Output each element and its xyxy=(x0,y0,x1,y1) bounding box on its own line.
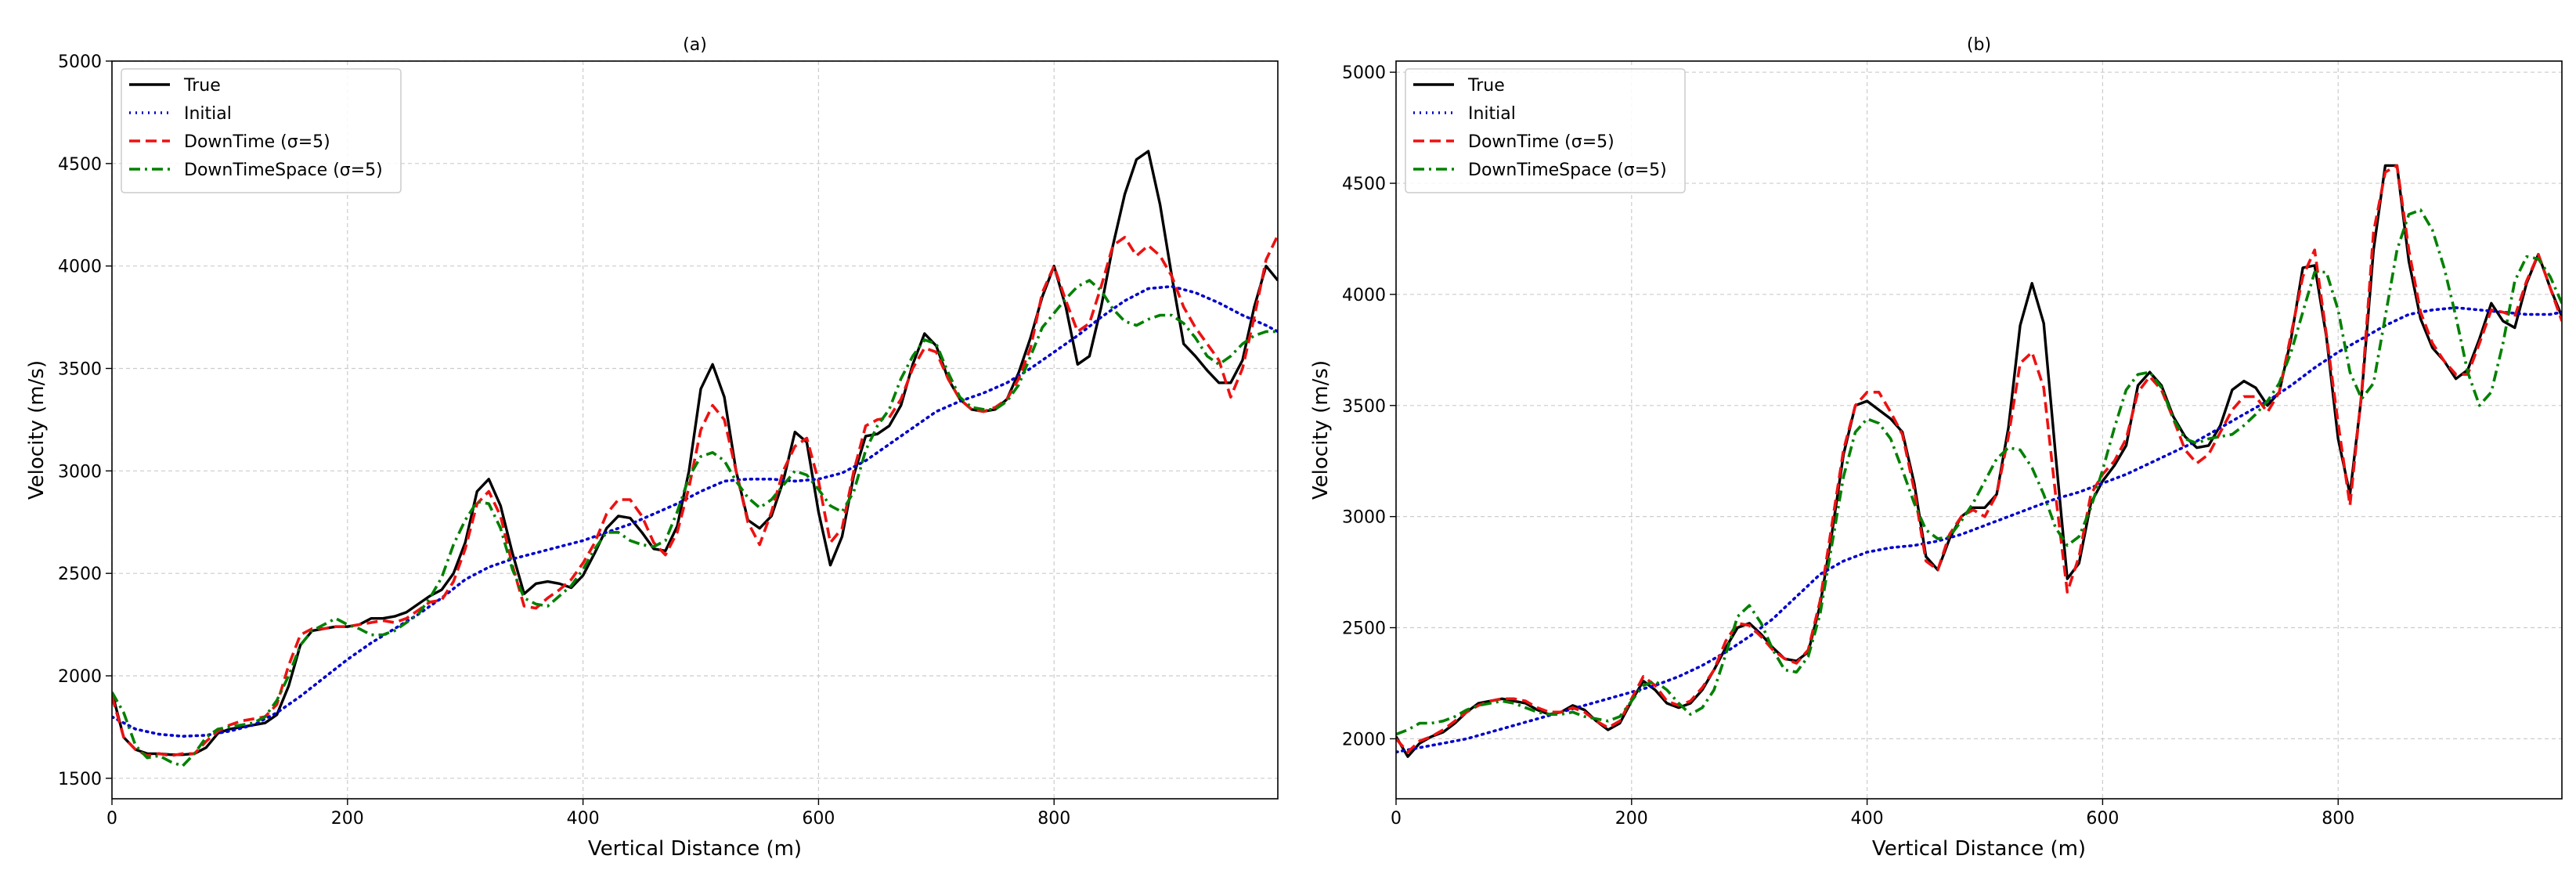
y-tick-label: 4500 xyxy=(1342,175,1386,194)
legend-item-downtime: DownTime (σ=5) xyxy=(129,132,330,152)
y-tick-label: 3500 xyxy=(58,360,102,380)
y-tick-label: 5000 xyxy=(58,52,102,72)
legend-label: DownTime (σ=5) xyxy=(184,132,330,152)
y-tick-label: 2500 xyxy=(58,565,102,584)
chart-title: (b) xyxy=(1967,35,1991,55)
legend-item-downtimespace: DownTimeSpace (σ=5) xyxy=(129,161,383,180)
legend: True Initial DownTime (σ=5) DownTimeSpac… xyxy=(121,68,402,193)
x-axis-label: Vertical Distance (m) xyxy=(1872,837,2086,861)
chart-panel-a: 0 200 400 600 800 1500 2000 2500 3000 3500 4000 450… xyxy=(25,35,1279,861)
y-tick-label: 5000 xyxy=(1342,63,1386,83)
x-tick-label: 800 xyxy=(2322,809,2354,829)
y-tick-label: 3000 xyxy=(58,462,102,482)
legend-label: Initial xyxy=(184,104,232,124)
legend-label: Initial xyxy=(1468,104,1516,124)
y-tick-label: 4500 xyxy=(58,155,102,175)
series-layer xyxy=(112,150,1278,767)
x-tick-label: 800 xyxy=(1037,809,1070,829)
legend-label: True xyxy=(183,76,221,96)
x-tick-label: 200 xyxy=(331,809,364,829)
y-tick-label: 3000 xyxy=(1342,508,1386,528)
legend-box xyxy=(121,68,402,193)
x-tick-label: 0 xyxy=(1391,809,1402,829)
x-tick-label: 600 xyxy=(802,809,835,829)
legend-label: DownTimeSpace (σ=5) xyxy=(184,161,383,180)
y-tick-label: 4000 xyxy=(1342,286,1386,305)
series-line-downtime-5 xyxy=(112,234,1278,757)
series-line-downtime-5 xyxy=(1396,164,2562,754)
legend-item-downtime: DownTime (σ=5) xyxy=(1413,132,1615,152)
legend-label: True xyxy=(1467,76,1505,96)
legend-item-initial: Initial xyxy=(129,104,232,124)
y-tick-label: 2000 xyxy=(1342,730,1386,749)
tick-layer: 0 200 400 600 800 2000 2500 3000 3500 4000 4500 500… xyxy=(1342,63,2354,829)
legend-item-downtimespace: DownTimeSpace (σ=5) xyxy=(1413,161,1667,180)
x-tick-label: 400 xyxy=(1851,809,1884,829)
series-line-initial xyxy=(1396,306,2562,754)
y-axis-label: Velocity (m/s) xyxy=(25,360,49,500)
plot-area-frame xyxy=(1395,60,2563,800)
x-tick-label: 200 xyxy=(1615,809,1648,829)
y-tick-label: 4000 xyxy=(58,258,102,277)
y-tick-label: 2500 xyxy=(1342,619,1386,639)
y-axis-label: Velocity (m/s) xyxy=(1309,360,1333,500)
y-tick-label: 3500 xyxy=(1342,397,1386,417)
legend-label: DownTime (σ=5) xyxy=(1468,132,1615,152)
tick-layer: 0 200 400 600 800 1500 2000 2500 3000 3500 4000 450… xyxy=(58,52,1070,829)
legend: True Initial DownTime (σ=5) DownTimeSpac… xyxy=(1405,68,1686,193)
legend-label: DownTimeSpace (σ=5) xyxy=(1468,161,1667,180)
chart-title: (a) xyxy=(683,35,707,55)
y-tick-label: 2000 xyxy=(58,667,102,687)
series-layer xyxy=(1396,164,2562,758)
x-tick-label: 600 xyxy=(2086,809,2119,829)
legend-item-initial: Initial xyxy=(1413,104,1516,124)
x-axis-label: Vertical Distance (m) xyxy=(588,837,802,861)
legend-box xyxy=(1405,68,1686,193)
series-line-downtimespace-5 xyxy=(1396,208,2562,736)
x-tick-label: 0 xyxy=(106,809,117,829)
series-line-downtimespace-5 xyxy=(112,279,1278,767)
y-tick-label: 1500 xyxy=(58,770,102,789)
legend-item-true: True xyxy=(1413,76,1505,96)
x-tick-label: 400 xyxy=(567,809,600,829)
plot-area-frame xyxy=(111,60,1279,800)
legend-item-true: True xyxy=(129,76,221,96)
chart-panel-b: 0 200 400 600 800 2000 2500 3000 3500 4000 4500 500… xyxy=(1309,35,2563,861)
